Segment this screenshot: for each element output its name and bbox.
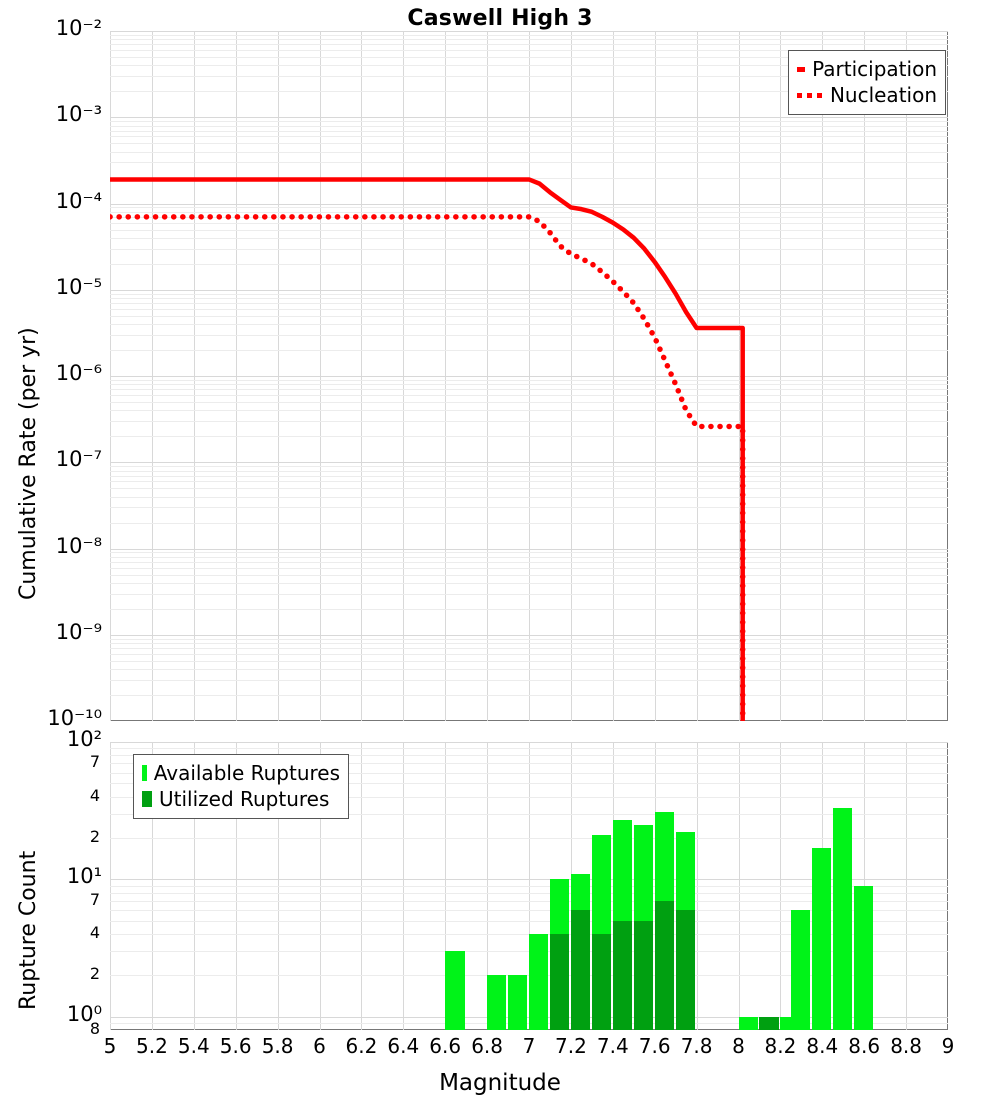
rupture-count-bar xyxy=(550,742,569,1030)
y-tick-label-minor: 4 xyxy=(90,786,100,805)
nucleation-line-icon xyxy=(797,93,823,98)
rupture-count-bar xyxy=(508,742,527,1030)
bottom-chart-y-axis-label: Rupture Count xyxy=(16,851,41,1010)
bottom-chart-legend[interactable]: Available Ruptures Utilized Ruptures xyxy=(133,754,349,819)
series-participation xyxy=(110,179,743,721)
y-tick-label: 10⁻⁶ xyxy=(56,361,102,385)
rupture-count-bar xyxy=(571,742,590,1030)
rupture-count-bar xyxy=(655,742,674,1030)
legend-item-nucleation[interactable]: Nucleation xyxy=(797,82,937,108)
rupture-count-bar xyxy=(791,742,810,1030)
top-chart-legend[interactable]: Participation Nucleation xyxy=(788,50,946,115)
y-tick-label: 10² xyxy=(67,727,102,751)
rupture-count-bar xyxy=(592,742,611,1030)
utilized-ruptures-bar-segment xyxy=(759,1017,778,1030)
y-tick-label: 10⁻⁵ xyxy=(56,275,102,299)
legend-label-participation: Participation xyxy=(812,57,937,81)
legend-label-utilized-ruptures: Utilized Ruptures xyxy=(159,787,329,811)
available-ruptures-swatch-icon xyxy=(142,765,147,781)
legend-label-available-ruptures: Available Ruptures xyxy=(154,761,340,785)
available-ruptures-bar-segment xyxy=(812,848,831,1030)
rupture-count-bar xyxy=(634,742,653,1030)
rupture-count-bar xyxy=(759,742,778,1030)
rupture-count-bar xyxy=(529,742,548,1030)
top-chart-series-layer xyxy=(110,31,948,721)
utilized-ruptures-bar-segment xyxy=(655,901,674,1030)
rupture-count-bar xyxy=(676,742,695,1030)
available-ruptures-bar-segment xyxy=(791,910,810,1030)
top-chart-y-axis-label: Cumulative Rate (per yr) xyxy=(16,327,41,600)
x-axis-label: Magnitude xyxy=(0,1070,1000,1096)
series-nucleation xyxy=(110,217,743,721)
utilized-ruptures-swatch-icon xyxy=(142,791,152,807)
y-tick-label: 10¹ xyxy=(67,864,102,888)
available-ruptures-bar-segment xyxy=(854,886,873,1030)
rupture-count-bar xyxy=(854,742,873,1030)
y-tick-label: 10⁻⁹ xyxy=(56,620,102,644)
y-tick-label-minor: 7 xyxy=(90,890,100,909)
available-ruptures-bar-segment xyxy=(529,934,548,1030)
top-chart-svg xyxy=(110,31,948,721)
utilized-ruptures-bar-segment xyxy=(550,934,569,1030)
y-tick-label-minor: 2 xyxy=(90,964,100,983)
y-tick-label: 10⁻³ xyxy=(56,102,102,126)
available-ruptures-bar-segment xyxy=(508,975,527,1030)
figure-root: Caswell High 3 Cumulative Rate (per yr) … xyxy=(0,0,1000,1100)
utilized-ruptures-bar-segment xyxy=(676,910,695,1030)
utilized-ruptures-bar-segment xyxy=(634,921,653,1030)
page-title: Caswell High 3 xyxy=(0,6,1000,31)
rupture-count-bar xyxy=(487,742,506,1030)
available-ruptures-bar-segment xyxy=(445,951,464,1030)
rupture-count-bar xyxy=(812,742,831,1030)
y-tick-label: 10⁻⁸ xyxy=(56,534,102,558)
y-tick-label-minor: 4 xyxy=(90,923,100,942)
available-ruptures-bar-segment xyxy=(739,1017,758,1030)
rupture-count-bar xyxy=(613,742,632,1030)
utilized-ruptures-bar-segment xyxy=(613,921,632,1030)
y-tick-label: 10⁻⁴ xyxy=(56,189,102,213)
x-tick-label: 9 xyxy=(918,1034,978,1058)
utilized-ruptures-bar-segment xyxy=(571,910,590,1030)
y-tick-label-minor: 7 xyxy=(90,752,100,771)
rupture-count-bar xyxy=(445,742,464,1030)
legend-label-nucleation: Nucleation xyxy=(830,83,937,107)
legend-item-participation[interactable]: Participation xyxy=(797,56,937,82)
available-ruptures-bar-segment xyxy=(833,808,852,1030)
rupture-count-bar xyxy=(833,742,852,1030)
participation-line-icon xyxy=(797,67,805,72)
legend-item-available-ruptures[interactable]: Available Ruptures xyxy=(142,760,340,786)
available-ruptures-bar-segment xyxy=(487,975,506,1030)
y-tick-label-minor: 2 xyxy=(90,827,100,846)
utilized-ruptures-bar-segment xyxy=(592,934,611,1030)
rupture-count-bar xyxy=(739,742,758,1030)
legend-item-utilized-ruptures[interactable]: Utilized Ruptures xyxy=(142,786,340,812)
y-tick-label: 10⁻² xyxy=(56,16,102,40)
y-tick-label: 10⁻⁷ xyxy=(56,447,102,471)
